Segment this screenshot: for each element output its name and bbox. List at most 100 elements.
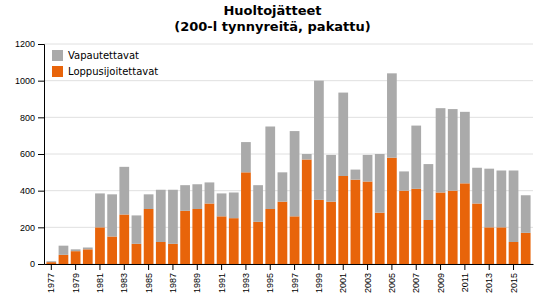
y-tick-label: 400 — [20, 186, 35, 196]
bar — [375, 154, 385, 213]
bar — [436, 193, 446, 265]
legend-label: Loppusijoitettavat — [68, 66, 158, 77]
y-tick: 0 — [30, 259, 44, 269]
grid-line — [44, 227, 533, 228]
bar — [241, 172, 251, 264]
bar — [229, 218, 239, 264]
x-tick-mark — [270, 264, 271, 270]
bar — [460, 183, 470, 264]
bar — [497, 171, 507, 228]
x-tick: 1989 — [192, 264, 202, 293]
bar — [107, 194, 117, 236]
x-tick: 1985 — [144, 264, 154, 293]
x-tick-label: 1993 — [241, 273, 251, 293]
bar — [265, 209, 275, 264]
grid-line — [44, 80, 533, 81]
x-tick: 2015 — [509, 264, 519, 293]
x-tick: 1977 — [46, 264, 56, 293]
bar — [509, 242, 519, 264]
grid-line — [44, 154, 533, 155]
bar — [521, 195, 531, 233]
x-tick: 1997 — [290, 264, 300, 293]
x-tick-mark — [391, 264, 392, 270]
x-tick: 1979 — [71, 264, 81, 293]
legend-item: Vapautettavat — [52, 50, 139, 61]
x-tick-label: 2001 — [338, 273, 348, 293]
x-tick: 1991 — [217, 264, 227, 293]
y-axis: 020040060080010001200 — [15, 39, 45, 269]
bar — [180, 185, 190, 211]
x-tick-mark — [148, 264, 149, 270]
bar — [411, 126, 421, 189]
bar — [399, 171, 409, 190]
x-tick-mark — [197, 264, 198, 270]
x-tick: 2001 — [338, 264, 348, 293]
x-tick-mark — [294, 264, 295, 270]
x-tick-label: 2007 — [411, 273, 421, 293]
x-tick-label: 2003 — [363, 273, 373, 293]
bar — [119, 215, 129, 265]
grid-line — [44, 264, 533, 265]
x-tick-label: 1977 — [46, 273, 56, 293]
x-tick-mark — [221, 264, 222, 270]
y-tick: 600 — [20, 149, 44, 159]
x-tick-label: 2013 — [484, 273, 494, 293]
y-tick: 200 — [20, 223, 44, 233]
legend-swatch — [52, 66, 63, 77]
legend: Vapautettavat Loppusijoitettavat — [52, 50, 158, 77]
bar — [144, 209, 154, 264]
bar — [71, 249, 81, 251]
y-tick: 400 — [20, 186, 44, 196]
bar — [168, 190, 178, 244]
x-tick-label: 2015 — [509, 273, 519, 293]
bar — [375, 213, 385, 264]
bar — [424, 220, 434, 264]
bar — [119, 167, 129, 215]
bar — [107, 237, 117, 265]
bar — [363, 182, 373, 265]
grid — [44, 44, 533, 264]
x-tick-mark — [99, 264, 100, 270]
y-tick-label: 600 — [20, 149, 35, 159]
bar — [278, 202, 288, 264]
bar — [83, 249, 93, 264]
x-tick-label: 1983 — [119, 273, 129, 293]
y-tick-label: 200 — [20, 223, 35, 233]
bar — [229, 193, 239, 219]
x-tick: 1987 — [168, 264, 178, 293]
bar — [448, 109, 458, 191]
y-tick-label: 1200 — [15, 39, 35, 49]
y-tick-mark — [38, 191, 44, 192]
x-tick-label: 2009 — [436, 273, 446, 293]
x-tick: 2003 — [363, 264, 373, 293]
x-tick: 2005 — [387, 264, 397, 293]
x-tick-mark — [318, 264, 319, 270]
bars — [46, 73, 530, 264]
x-tick: 1999 — [314, 264, 324, 293]
bar — [205, 204, 215, 265]
bar — [290, 216, 300, 264]
x-tick-mark — [172, 264, 173, 270]
bar — [302, 154, 312, 160]
bar — [326, 155, 336, 202]
bar — [399, 191, 409, 264]
legend-label: Vapautettavat — [68, 50, 139, 61]
bar — [156, 190, 166, 242]
bar — [351, 180, 361, 264]
y-tick: 1000 — [15, 76, 44, 86]
x-axis-line — [45, 264, 534, 265]
bar — [180, 211, 190, 264]
bar — [326, 202, 336, 264]
bar — [424, 164, 434, 220]
bar — [59, 246, 69, 255]
bar — [144, 194, 154, 209]
grid-line — [44, 44, 533, 45]
y-tick-label: 1000 — [15, 76, 35, 86]
x-tick-label: 1985 — [144, 273, 154, 293]
x-tick-label: 1999 — [314, 273, 324, 293]
bar — [168, 244, 178, 264]
x-tick-mark — [513, 264, 514, 270]
x-tick: 2007 — [411, 264, 421, 293]
x-tick-label: 1995 — [265, 273, 275, 293]
bar — [95, 227, 105, 264]
